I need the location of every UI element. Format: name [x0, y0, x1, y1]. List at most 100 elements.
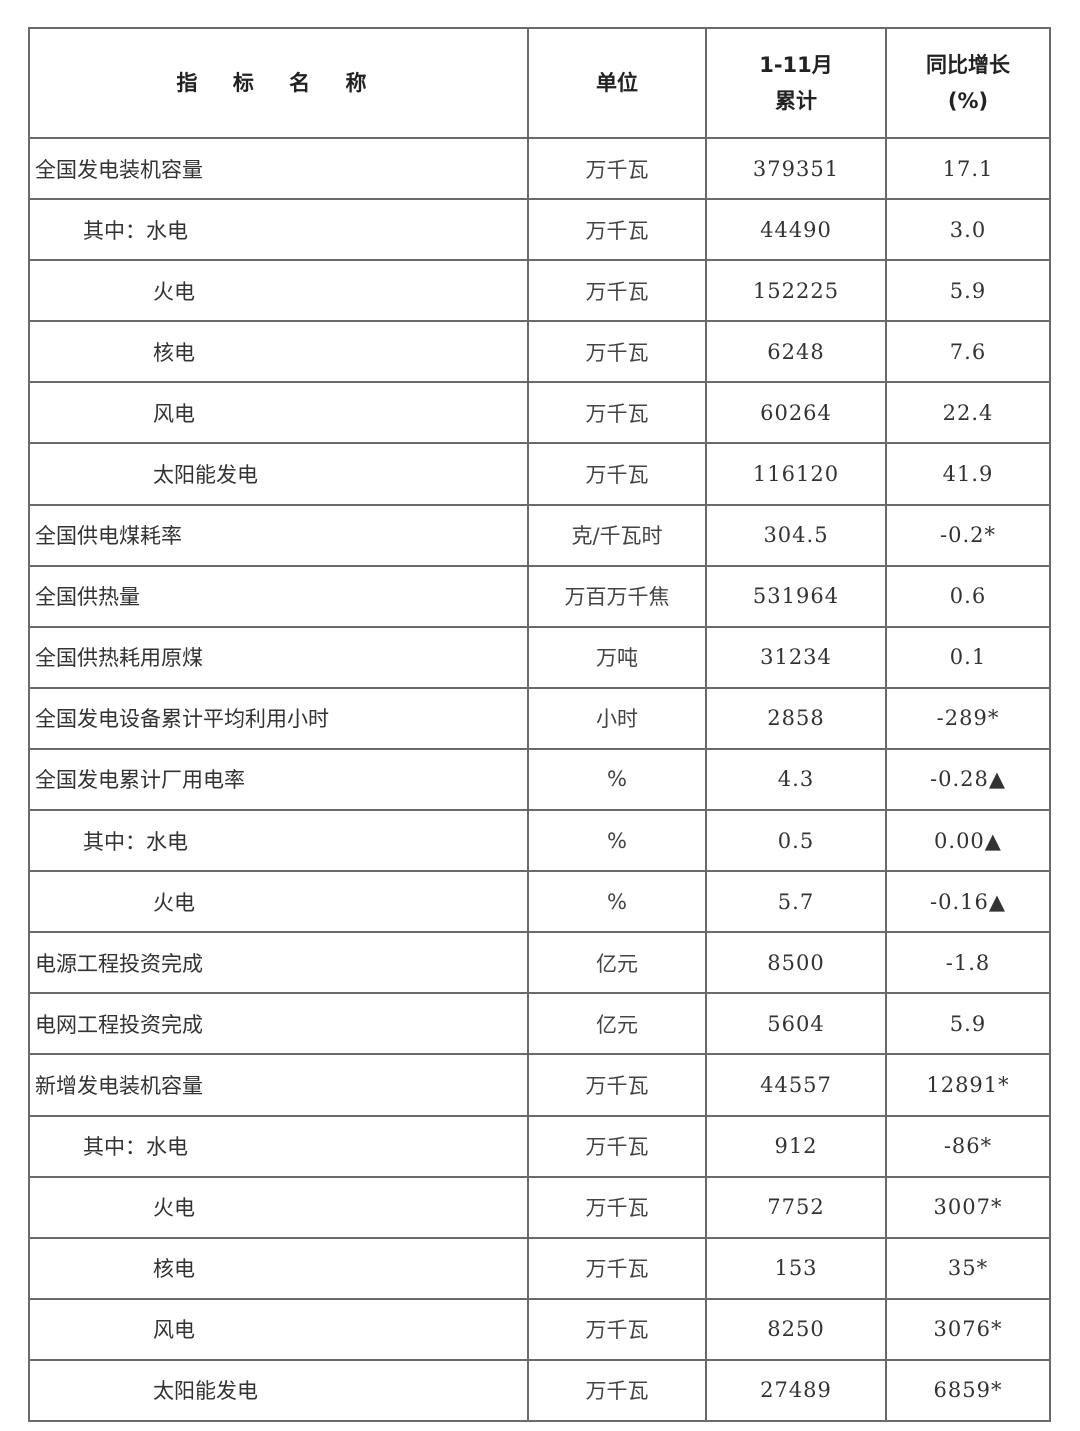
row-cumulative-value: 8250 [705, 1297, 887, 1361]
row-name: 全国供热量 [28, 564, 529, 628]
row-unit: 万千瓦 [527, 1053, 707, 1117]
header-name: 指 标 名 称 [28, 27, 529, 139]
row-growth-value: 6859* [885, 1358, 1051, 1422]
row-unit: 万千瓦 [527, 1114, 707, 1178]
row-growth-value: -1.8 [885, 931, 1051, 995]
table-row: 其中：水电 万千瓦 44490 3.0 [28, 198, 1051, 262]
row-unit: 亿元 [527, 931, 707, 995]
row-unit: 小时 [527, 686, 707, 750]
header-growth-line2: (%) [947, 89, 989, 113]
row-name: 全国发电累计厂用电率 [28, 747, 529, 812]
row-growth-value: 7.6 [885, 320, 1051, 384]
row-unit: 万千瓦 [527, 381, 707, 445]
table-row: 全国发电设备累计平均利用小时 小时 2858 -289* [28, 686, 1051, 750]
row-unit: 万千瓦 [527, 1175, 707, 1239]
row-growth-value: 12891* [885, 1053, 1051, 1117]
table-row: 火电 万千瓦 152225 5.9 [28, 259, 1051, 323]
row-growth-value: 22.4 [885, 381, 1051, 445]
header-unit: 单位 [527, 27, 707, 139]
table-row: 核电 万千瓦 153 35* [28, 1236, 1051, 1300]
row-name: 全国供电煤耗率 [28, 503, 529, 567]
header-cumulative-line1: 1-11月 [759, 53, 833, 77]
row-unit: 克/千瓦时 [527, 503, 707, 567]
row-cumulative-value: 0.5 [705, 809, 887, 873]
row-cumulative-value: 27489 [705, 1358, 887, 1422]
row-cumulative-value: 44557 [705, 1053, 887, 1117]
row-growth-value: -0.2* [885, 503, 1051, 567]
table-row: 其中：水电% 0.5 0.00▲ [28, 809, 1051, 873]
row-cumulative-value: 531964 [705, 564, 887, 628]
row-cumulative-value: 912 [705, 1114, 887, 1178]
table-row: 太阳能发电 万千瓦 27489 6859* [28, 1358, 1051, 1422]
table-row: 全国发电累计厂用电率% 4.3 -0.28▲ [28, 747, 1051, 812]
row-cumulative-value: 7752 [705, 1175, 887, 1239]
row-cumulative-value: 44490 [705, 198, 887, 262]
row-name: 核电 [28, 320, 529, 384]
table-row: 电源工程投资完成 亿元 8500 -1.8 [28, 931, 1051, 995]
header-growth-line1: 同比增长 [926, 53, 1010, 77]
row-growth-value: 17.1 [885, 136, 1051, 201]
row-unit: 万千瓦 [527, 136, 707, 201]
row-growth-value: 0.00▲ [885, 809, 1051, 873]
row-growth-value: 5.9 [885, 259, 1051, 323]
row-name: 新增发电装机容量 [28, 1053, 529, 1117]
row-cumulative-value: 60264 [705, 381, 887, 445]
row-name: 火电 [28, 259, 529, 323]
row-unit: % [527, 747, 707, 812]
row-name: 电网工程投资完成 [28, 992, 529, 1056]
table-row: 核电 万千瓦 6248 7.6 [28, 320, 1051, 384]
row-growth-value: -0.16▲ [885, 870, 1051, 934]
header-cumulative: 1-11月 累计 [705, 27, 887, 139]
row-growth-value: 5.9 [885, 992, 1051, 1056]
row-name: 太阳能发电 [28, 442, 529, 506]
row-unit: 万千瓦 [527, 442, 707, 506]
row-unit: 万千瓦 [527, 1236, 707, 1300]
row-unit: 万百万千焦 [527, 564, 707, 628]
row-name: 其中：水电 [28, 198, 529, 262]
row-unit: 万千瓦 [527, 259, 707, 323]
row-cumulative-value: 5604 [705, 992, 887, 1056]
row-growth-value: 35* [885, 1236, 1051, 1300]
row-unit: 万吨 [527, 625, 707, 689]
table-row: 风电 万千瓦 60264 22.4 [28, 381, 1051, 445]
table-row: 全国供热耗用原煤 万吨 31234 0.1 [28, 625, 1051, 689]
row-growth-value: 3007* [885, 1175, 1051, 1239]
table-row: 火电% 5.7 -0.16▲ [28, 870, 1051, 934]
table-row: 风电 万千瓦 8250 3076* [28, 1297, 1051, 1361]
row-unit: 亿元 [527, 992, 707, 1056]
row-growth-value: 3.0 [885, 198, 1051, 262]
row-name: 火电 [28, 1175, 529, 1239]
row-unit: % [527, 870, 707, 934]
row-name: 风电 [28, 1297, 529, 1361]
row-name: 全国发电装机容量 [28, 136, 529, 201]
row-name: 核电 [28, 1236, 529, 1300]
row-name: 其中：水电 [28, 1114, 529, 1178]
row-name: 火电 [28, 870, 529, 934]
row-unit: 万千瓦 [527, 1297, 707, 1361]
row-name: 全国发电设备累计平均利用小时 [28, 686, 529, 750]
table-row: 全国发电装机容量 万千瓦 379351 17.1 [28, 136, 1051, 201]
row-unit: 万千瓦 [527, 320, 707, 384]
row-cumulative-value: 6248 [705, 320, 887, 384]
row-unit: 万千瓦 [527, 198, 707, 262]
table-header-row: 指 标 名 称 单位 1-11月 累计 同比增长 (%) [28, 27, 1051, 139]
row-name: 电源工程投资完成 [28, 931, 529, 995]
table-row: 全国供电煤耗率 克/千瓦时 304.5 -0.2* [28, 503, 1051, 567]
row-cumulative-value: 153 [705, 1236, 887, 1300]
row-unit: % [527, 809, 707, 873]
row-growth-value: -289* [885, 686, 1051, 750]
header-cumulative-line2: 累计 [775, 89, 817, 113]
row-cumulative-value: 31234 [705, 625, 887, 689]
row-cumulative-value: 152225 [705, 259, 887, 323]
power-statistics-table: 指 标 名 称 单位 1-11月 累计 同比增长 (%) 全国发电装机容量 万千瓦… [28, 27, 1051, 1422]
row-growth-value: -0.28▲ [885, 747, 1051, 812]
table-row: 火电 万千瓦 7752 3007* [28, 1175, 1051, 1239]
row-cumulative-value: 116120 [705, 442, 887, 506]
table-row: 其中：水电 万千瓦 912 -86* [28, 1114, 1051, 1178]
row-cumulative-value: 5.7 [705, 870, 887, 934]
row-cumulative-value: 304.5 [705, 503, 887, 567]
row-unit: 万千瓦 [527, 1358, 707, 1422]
row-cumulative-value: 8500 [705, 931, 887, 995]
row-growth-value: -86* [885, 1114, 1051, 1178]
table-row: 新增发电装机容量 万千瓦 44557 12891* [28, 1053, 1051, 1117]
